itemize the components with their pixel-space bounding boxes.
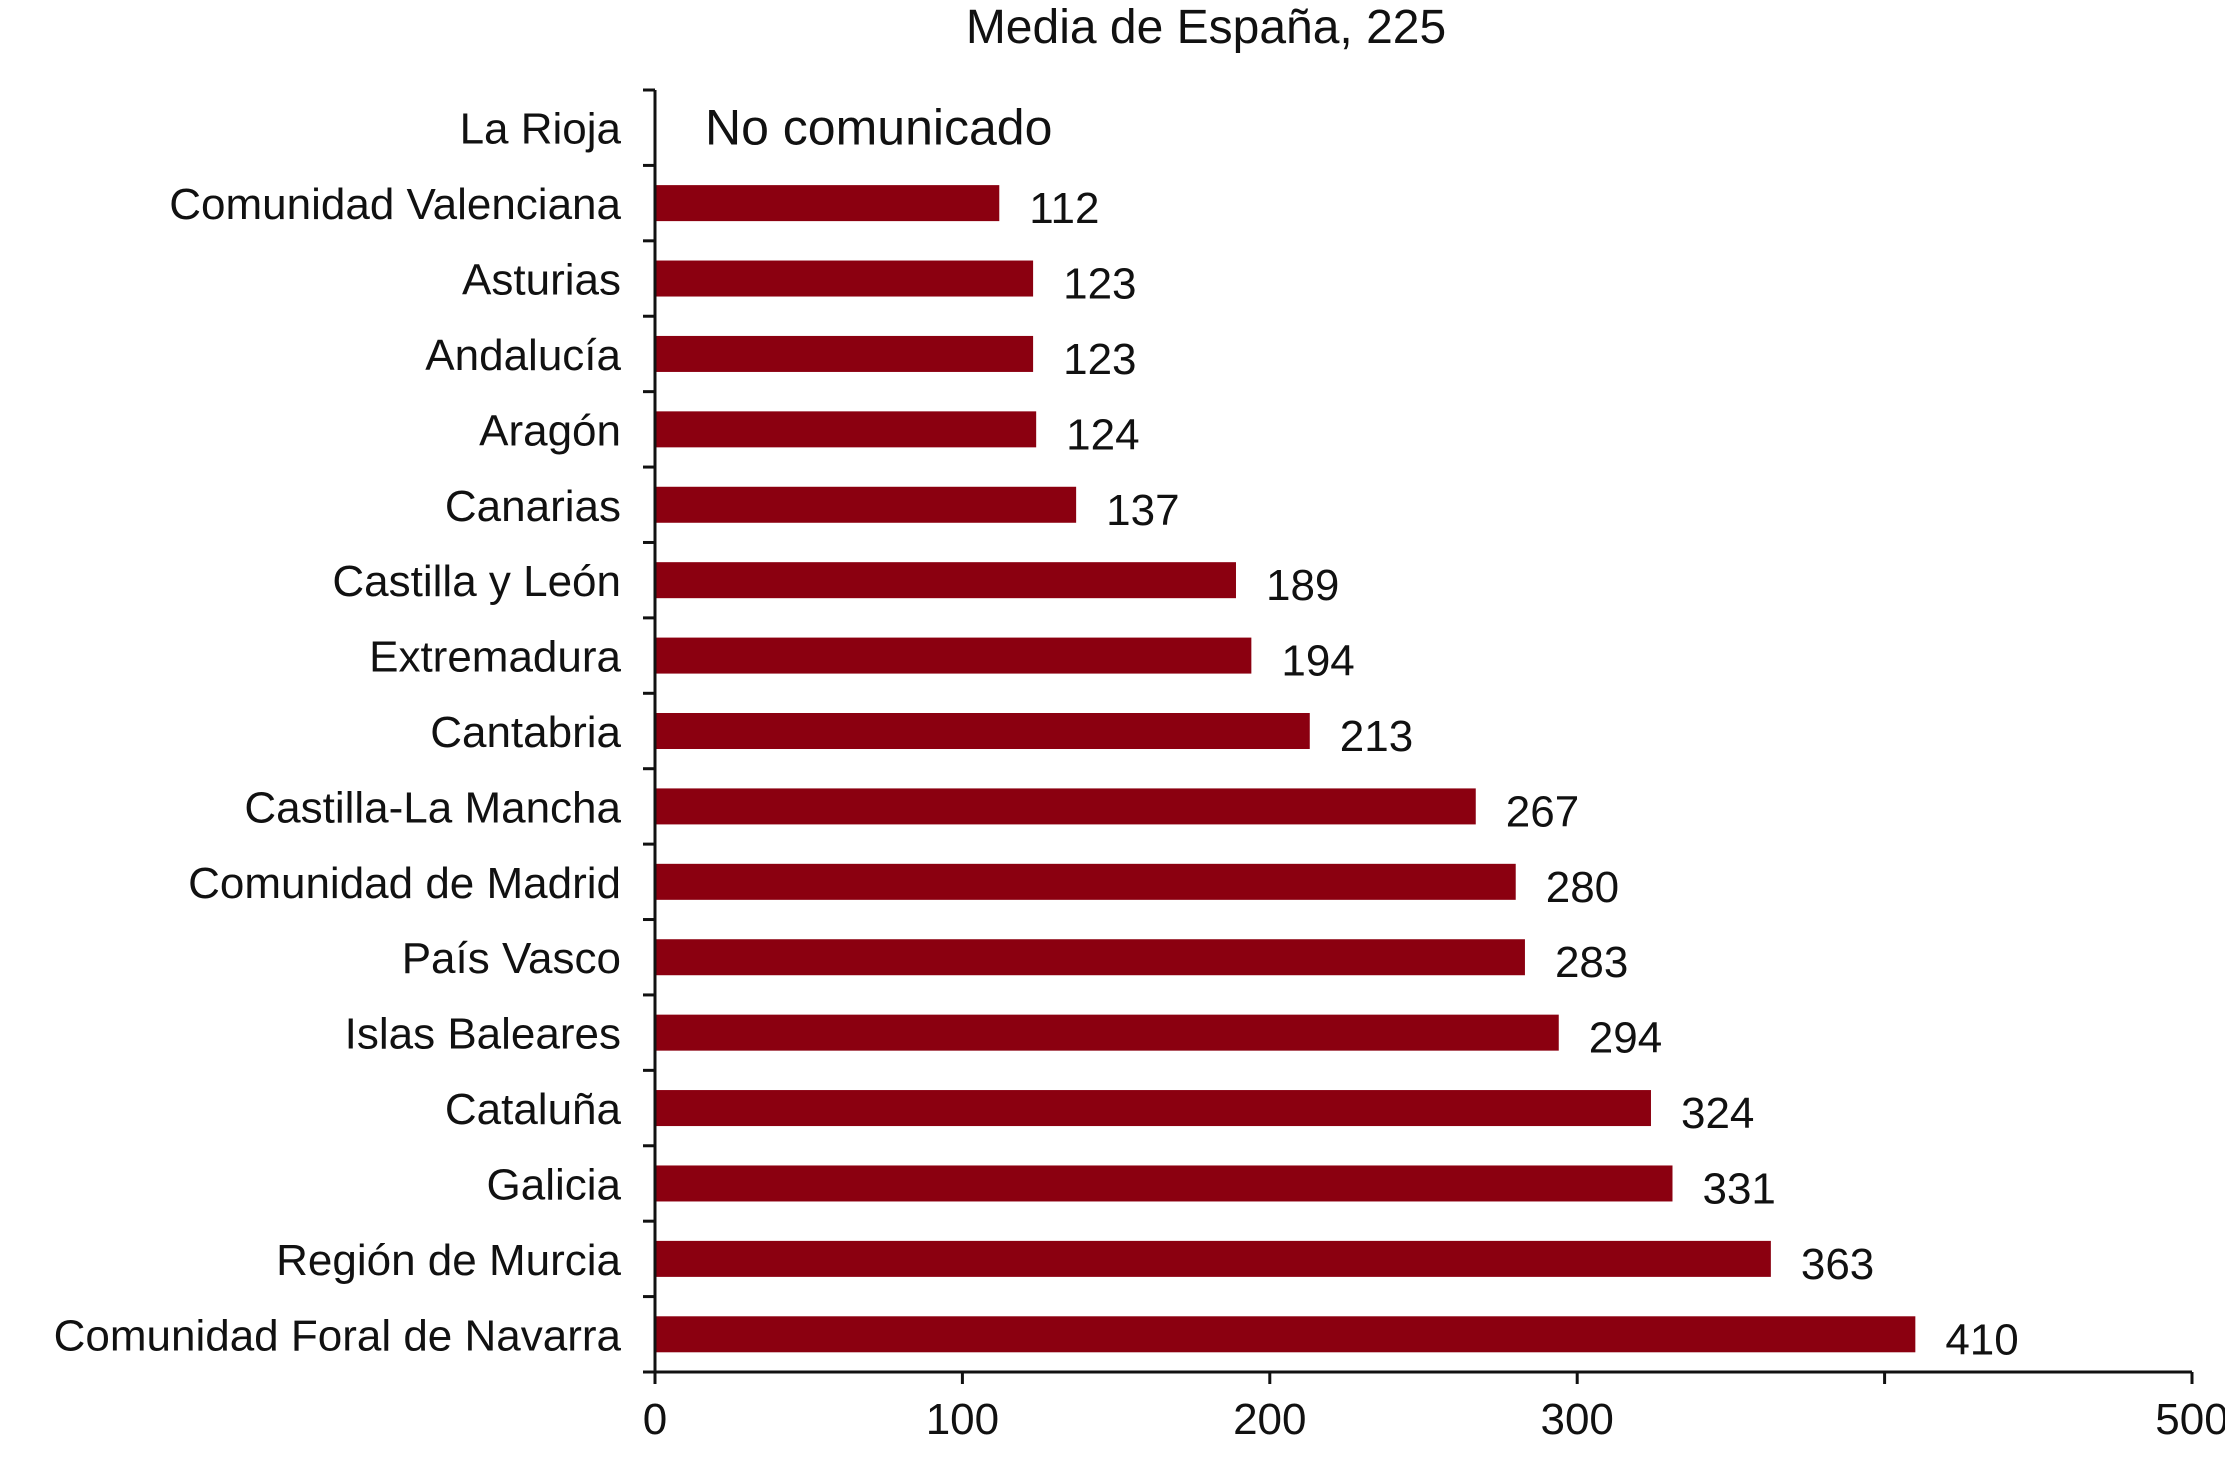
value-label: 280 [1546,863,1619,912]
x-tick-label: 0 [643,1395,667,1444]
category-label: País Vasco [402,934,621,983]
category-label: Galicia [487,1160,622,1209]
bar [655,863,1516,900]
bar [655,486,1077,523]
bar [655,1316,1916,1353]
value-label: 410 [1945,1315,2018,1364]
value-label: 124 [1066,410,1139,459]
category-label: Castilla y León [332,557,621,606]
bar [655,1165,1673,1202]
bar [655,1240,1771,1277]
bar [655,788,1476,825]
value-label: 267 [1506,787,1579,836]
x-tick-label: 500 [2155,1395,2225,1444]
value-label: 189 [1266,561,1339,610]
category-label: Islas Baleares [345,1010,621,1059]
value-label: 331 [1702,1164,1775,1213]
annotation-label: No comunicado [705,100,1052,156]
category-label: Aragón [479,406,621,455]
category-label: Comunidad Valenciana [169,180,621,229]
category-label: Comunidad Foral de Navarra [54,1311,622,1360]
bars-layer [655,185,1916,1353]
bar [655,637,1252,674]
chart-title: Media de España, 225 [966,1,1446,54]
bar [655,1090,1651,1127]
category-label: Castilla-La Mancha [244,783,621,832]
category-label: Comunidad de Madrid [188,859,621,908]
value-label: 194 [1281,637,1354,686]
x-tick-label: 200 [1233,1395,1306,1444]
axes [643,88,2194,1384]
category-label: Cantabria [430,708,621,757]
value-label: 123 [1063,260,1136,309]
bar [655,260,1034,297]
value-label: 294 [1589,1014,1662,1063]
value-label: 283 [1555,938,1628,987]
bar [655,562,1236,599]
x-tick-label: 300 [1540,1395,1613,1444]
value-label: 112 [1029,184,1099,233]
category-label: Andalucía [425,331,621,380]
x-tick-label: 100 [926,1395,999,1444]
value-label: 123 [1063,335,1136,384]
category-label: Región de Murcia [276,1236,621,1285]
bar [655,185,1000,222]
category-label: Canarias [445,482,621,531]
category-label: Extremadura [369,633,621,682]
value-label: 137 [1106,486,1179,535]
bar [655,411,1037,448]
bar [655,1014,1559,1051]
value-label: 363 [1801,1240,1874,1289]
bar [655,939,1525,976]
value-label: 324 [1681,1089,1754,1138]
category-label: La Rioja [460,105,622,154]
bar [655,335,1034,372]
category-label: Asturias [462,256,621,305]
labels-layer: La Rioja Comunidad Valenciana 112 Asturias 1… [54,100,2225,1444]
bar [655,713,1310,749]
value-label: 213 [1340,712,1413,761]
category-label: Cataluña [445,1085,622,1134]
